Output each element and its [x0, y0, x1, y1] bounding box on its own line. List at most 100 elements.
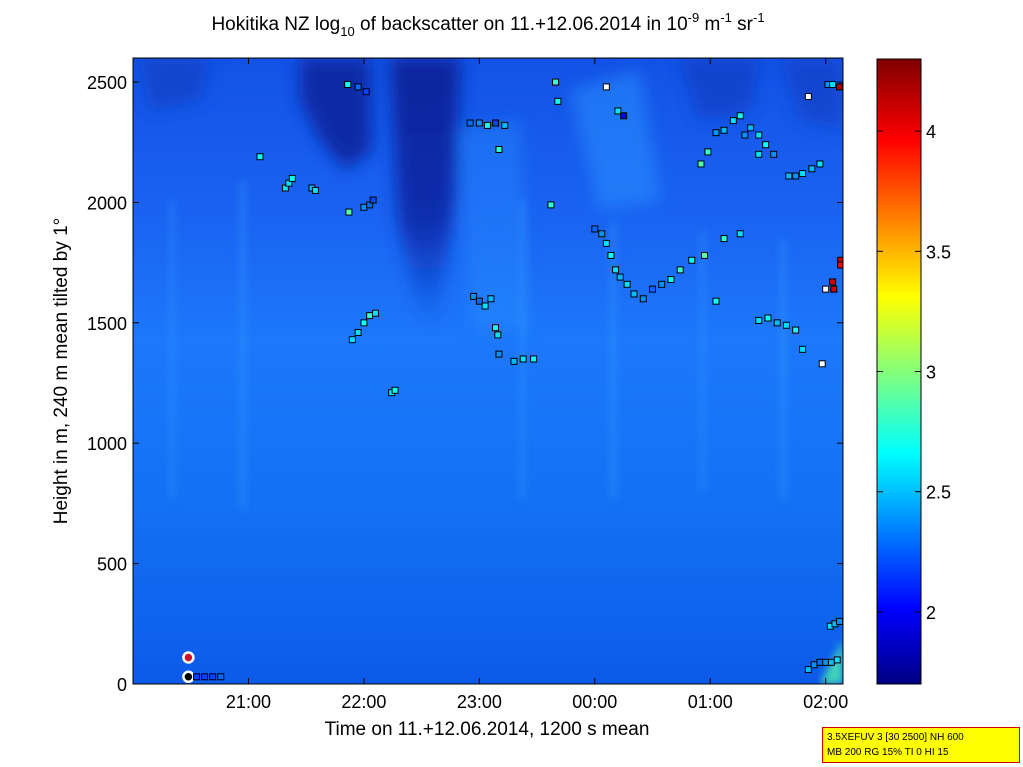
- data-marker: [799, 345, 807, 353]
- y-axis: 0 500 1000 1500 2000 2500: [87, 73, 843, 695]
- colorbar-tick-label: 2: [926, 603, 936, 623]
- y-tick-label: 1000: [87, 434, 127, 454]
- colorbar-tick-label: 4: [926, 122, 936, 142]
- data-marker: [816, 658, 824, 666]
- x-tick-label: 01:00: [688, 692, 733, 712]
- data-marker: [481, 302, 489, 310]
- data-marker: [833, 656, 841, 664]
- colorbar-ticks: 2 2.5 3 3.5 4: [877, 122, 951, 623]
- data-marker: [217, 673, 225, 681]
- chart-title: Hokitika NZ log10 of backscatter on 11.+…: [211, 10, 764, 39]
- data-marker: [354, 83, 362, 91]
- y-tick-label: 0: [117, 675, 127, 695]
- data-marker: [764, 314, 772, 322]
- data-marker: [829, 278, 837, 286]
- data-marker: [288, 174, 296, 182]
- data-marker: [591, 225, 599, 233]
- data-marker: [201, 673, 209, 681]
- data-marker: [616, 273, 624, 281]
- data-marker: [602, 239, 610, 247]
- data-marker: [607, 251, 615, 259]
- data-marker: [492, 119, 500, 127]
- data-marker: [620, 112, 628, 120]
- data-marker: [519, 355, 527, 363]
- data-marker: [658, 280, 666, 288]
- data-marker: [762, 141, 770, 149]
- data-marker: [836, 83, 843, 91]
- data-marker: [729, 117, 737, 125]
- data-marker: [676, 266, 684, 274]
- data-marker: [755, 131, 763, 139]
- data-marker: [344, 80, 352, 88]
- marker-layer: [182, 78, 843, 684]
- data-marker: [649, 285, 657, 293]
- data-marker: [354, 328, 362, 336]
- data-marker: [614, 107, 622, 115]
- data-marker: [483, 121, 491, 129]
- info-line-1: 3.5XEFUV 3 [30 2500] NH 600: [827, 732, 964, 743]
- data-marker: [391, 386, 399, 394]
- data-marker: [829, 80, 837, 88]
- data-marker: [510, 357, 518, 365]
- data-marker: [830, 285, 838, 293]
- data-marker: [487, 295, 495, 303]
- data-marker: [475, 297, 483, 305]
- data-marker: [602, 83, 610, 91]
- data-marker: [799, 170, 807, 178]
- x-axis-label: Time on 11.+12.06.2014, 1200 s mean: [325, 719, 650, 740]
- data-marker: [747, 124, 755, 132]
- y-tick-label: 1500: [87, 314, 127, 334]
- settings-info-box: 3.5XEFUV 3 [30 2500] NH 600 MB 200 RG 15…: [822, 727, 1020, 763]
- colorbar-tick-label: 3.5: [926, 242, 951, 262]
- colorbar-tick-label: 3: [926, 363, 936, 383]
- data-marker: [345, 208, 353, 216]
- data-marker: [736, 230, 744, 238]
- data-marker: [688, 256, 696, 264]
- data-marker: [792, 326, 800, 334]
- data-marker: [554, 97, 562, 105]
- x-tick-label: 21:00: [226, 692, 271, 712]
- data-marker: [822, 658, 830, 666]
- data-marker: [475, 119, 483, 127]
- data-marker: [612, 266, 620, 274]
- data-marker: [782, 321, 790, 329]
- data-marker: [704, 148, 712, 156]
- data-marker: [371, 309, 379, 317]
- data-marker: [192, 673, 200, 681]
- y-axis-label: Height in m, 240 m mean tilted by 1°: [51, 218, 72, 524]
- data-marker: [720, 126, 728, 134]
- data-marker: [836, 617, 843, 625]
- data-marker: [466, 119, 474, 127]
- marker-ring-black: [182, 670, 195, 684]
- colorbar: [876, 58, 922, 685]
- data-marker: [755, 150, 763, 158]
- data-marker: [494, 331, 502, 339]
- data-marker: [773, 319, 781, 327]
- data-marker: [770, 150, 778, 158]
- data-marker: [369, 196, 377, 204]
- x-tick-label: 02:00: [803, 692, 848, 712]
- x-tick-label: 00:00: [572, 692, 617, 712]
- data-marker: [598, 230, 606, 238]
- data-marker: [808, 165, 816, 173]
- data-marker: [720, 235, 728, 243]
- data-marker: [810, 661, 818, 669]
- data-marker: [785, 172, 793, 180]
- y-tick-label: 500: [97, 555, 127, 575]
- data-marker: [530, 355, 538, 363]
- heatmap-field: [133, 58, 843, 684]
- data-marker: [623, 280, 631, 288]
- data-marker: [667, 276, 675, 284]
- x-tick-label: 23:00: [457, 692, 502, 712]
- data-marker: [639, 295, 647, 303]
- data-marker: [822, 285, 830, 293]
- data-marker: [755, 316, 763, 324]
- plot-area: [132, 57, 844, 685]
- data-marker: [792, 172, 800, 180]
- data-marker: [348, 336, 356, 344]
- info-line-2: MB 200 RG 15% TI 0 HI 15: [827, 747, 949, 758]
- data-marker: [804, 666, 812, 674]
- data-marker: [827, 658, 835, 666]
- data-marker: [362, 88, 370, 96]
